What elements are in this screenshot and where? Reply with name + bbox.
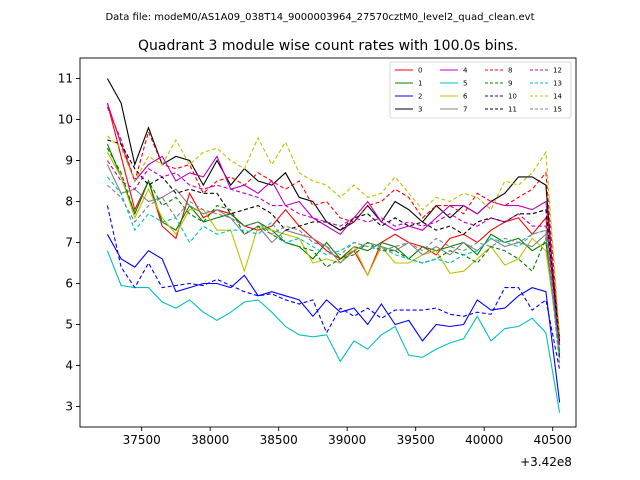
y-tick-label: 11 xyxy=(58,72,73,86)
legend-label-0: 0 xyxy=(418,67,422,75)
y-tick-label: 6 xyxy=(65,277,73,291)
legend-label-6: 6 xyxy=(463,93,468,101)
series-line-6 xyxy=(106,152,561,350)
series-line-8 xyxy=(106,106,561,341)
legend-label-11: 11 xyxy=(508,106,517,114)
y-tick-label: 9 xyxy=(65,154,73,168)
series-line-12 xyxy=(106,160,561,346)
x-tick-label: 39500 xyxy=(397,433,435,447)
legend-box xyxy=(389,61,572,119)
x-tick-label: 38000 xyxy=(191,433,229,447)
series-line-9 xyxy=(106,147,561,354)
legend-label-13: 13 xyxy=(553,80,562,88)
x-tick-label: 38500 xyxy=(260,433,298,447)
legend-label-15: 15 xyxy=(553,106,562,114)
legend-label-9: 9 xyxy=(508,80,512,88)
series-line-4 xyxy=(106,102,561,337)
legend-label-8: 8 xyxy=(508,67,512,75)
series-line-2 xyxy=(106,234,561,403)
x-tick-label: 40500 xyxy=(534,433,572,447)
legend-label-4: 4 xyxy=(463,67,468,75)
legend-label-10: 10 xyxy=(508,93,517,101)
legend-label-2: 2 xyxy=(418,93,422,101)
legend-label-7: 7 xyxy=(463,106,467,114)
y-tick-label: 4 xyxy=(65,359,73,373)
legend-label-1: 1 xyxy=(418,80,422,88)
legend-label-3: 3 xyxy=(418,106,422,114)
series-line-14 xyxy=(107,135,561,337)
plot-area: 37500 38000 38500 39000 39500 40000 40500 3 4 5 6 7… xyxy=(58,57,577,447)
y-tick-label: 5 xyxy=(65,318,73,332)
legend-label-12: 12 xyxy=(553,67,562,75)
y-tick-label: 3 xyxy=(65,400,73,414)
series-line-13 xyxy=(106,176,561,362)
y-tick-label: 8 xyxy=(65,195,73,209)
figure-suptitle: Data file: modeM0/AS1A09_038T14_90000039… xyxy=(105,12,534,23)
legend-label-14: 14 xyxy=(553,93,562,101)
x-axis-offset-label: +3.42e8 xyxy=(520,455,572,469)
x-tick-label: 40000 xyxy=(465,433,503,447)
legend-label-5: 5 xyxy=(463,80,467,88)
chart-title: Quadrant 3 module wise count rates with … xyxy=(138,38,518,54)
x-tick-label: 39000 xyxy=(328,433,366,447)
x-tick-label: 37500 xyxy=(123,433,161,447)
series-line-10 xyxy=(106,205,561,370)
y-tick-label: 7 xyxy=(65,236,73,250)
series-line-5 xyxy=(106,250,561,413)
y-tick-label: 10 xyxy=(58,113,73,127)
series-line-15 xyxy=(107,184,561,366)
